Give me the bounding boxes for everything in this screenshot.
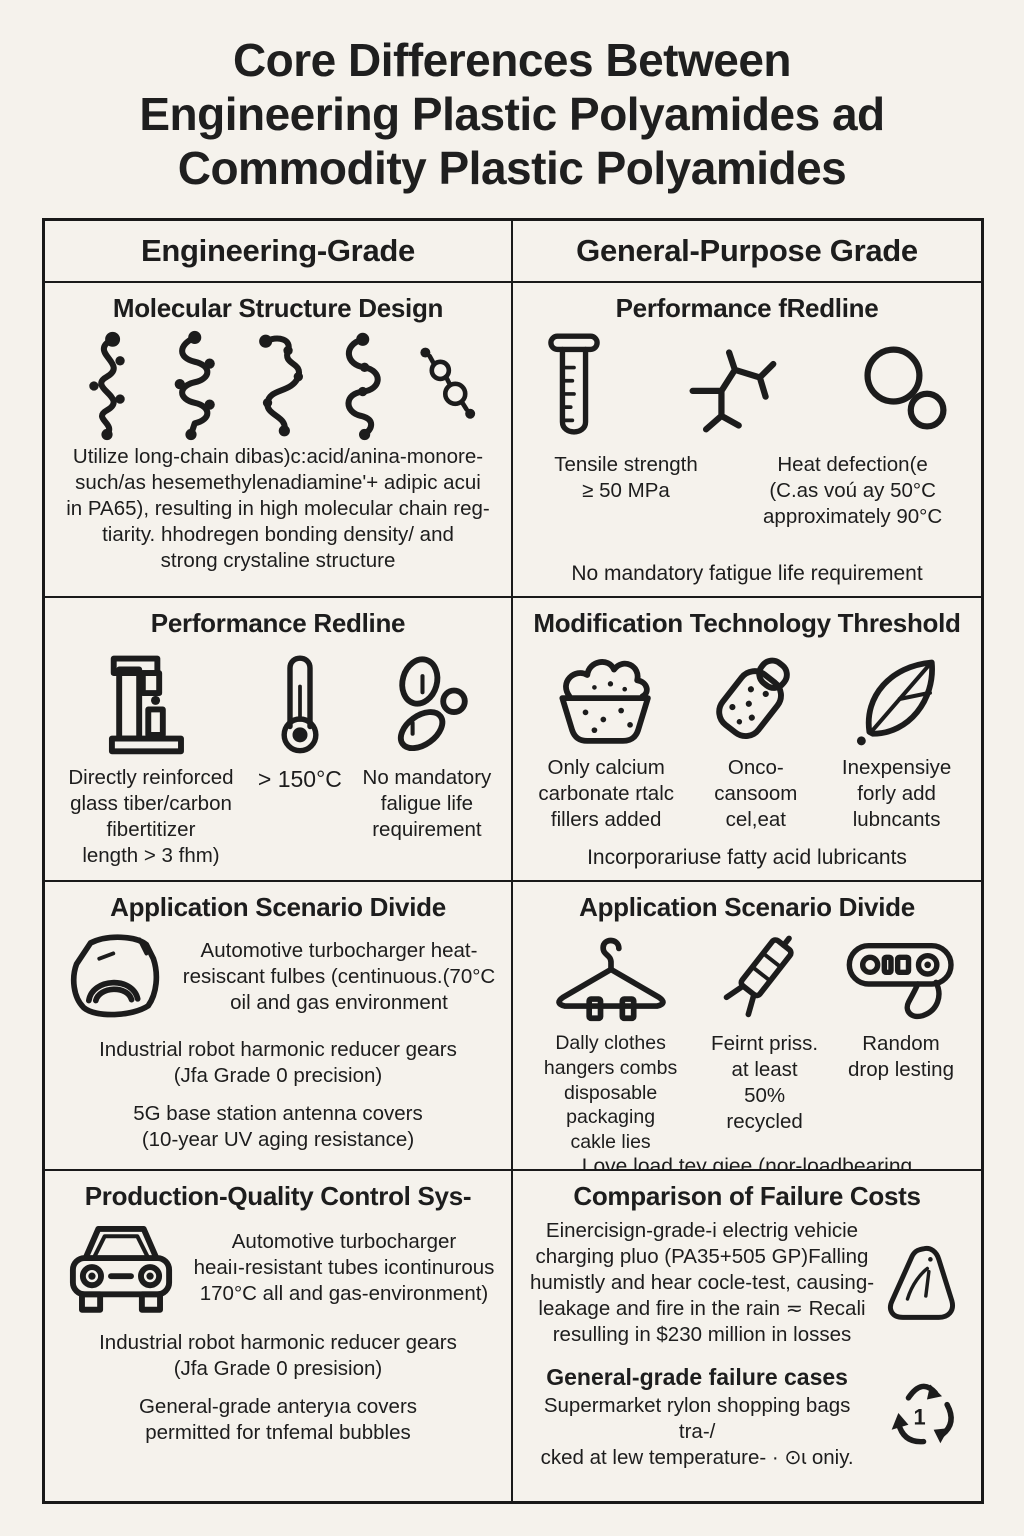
column-header-general-purpose: General-Purpose Grade: [513, 221, 981, 283]
clothes-hangers-text: Dally clothes hangers combs disposable p…: [543, 1032, 678, 1153]
section-heading: Application Scenario Divide: [579, 892, 915, 922]
column-header-engineering: Engineering-Grade: [45, 221, 513, 283]
calcium-filler-text: Only calcium carbonate rtalc fillers add…: [538, 756, 674, 832]
cell-failure-costs: Comparison of Failure Costs Einercisign-…: [513, 1171, 981, 1501]
antenna-bubbles-text: General-grade anteryıa covers permitted …: [138, 1395, 418, 1445]
turbocharger-tubes-text: Automotive turbocharger heaiı-resistant …: [193, 1229, 495, 1306]
molecule-chain-icon: [89, 331, 125, 441]
cell-quality-control: Production-Quality Control Sys- Automoti…: [45, 1171, 513, 1501]
monomer-structure-icon: [689, 349, 777, 433]
lubricants-text: Inexpensiye forly add lubncants: [841, 756, 952, 832]
general-failure-subhead: General-grade failure cases: [546, 1364, 848, 1391]
molecular-structure-body: Utilize long-chain dibas)c:acid/anina-mo…: [66, 445, 490, 573]
talc-bag-icon: [716, 657, 790, 740]
section-heading: Performance Redline: [150, 608, 406, 638]
fatigue-note: No mandatory fatigue life requirement: [571, 562, 923, 585]
tensile-strength-text: Tensile strength ≥ 50 MPa: [554, 453, 698, 503]
cell-modification-threshold: Modification Technology Threshold On: [513, 598, 981, 882]
section-heading: Molecular Structure Design: [112, 293, 444, 323]
molecule-circles-icon: [864, 346, 947, 430]
temperature-text: > 150°C: [257, 766, 342, 792]
pellets-icon: [397, 656, 468, 752]
molecule-chain-icon: [259, 334, 303, 437]
cell-application-left: Application Scenario Divide Automotive t…: [45, 882, 513, 1171]
hanger-icon: [555, 937, 666, 1022]
shopping-bags-text: Supermarket rylon shopping bags tra-/ ck…: [540, 1394, 854, 1470]
car-panel-icon: [70, 934, 159, 1018]
drop-tester-icon: [846, 942, 954, 1020]
fatty-acid-note: Incorporariuse fatty acid lubricants: [587, 846, 907, 869]
filler-bowl-icon: [559, 659, 651, 744]
cell-molecular-structure: Molecular Structure Design: [45, 283, 513, 598]
column-header-general-label: General-Purpose Grade: [576, 233, 918, 268]
column-header-engineering-label: Engineering-Grade: [141, 233, 415, 268]
recycle-number: 1: [914, 1404, 926, 1429]
molecule-chain-icon: [420, 347, 476, 419]
molecule-chain-icons: [78, 330, 478, 442]
leaf-icon: [856, 659, 935, 746]
cell-application-right: Application Scenario Divide Dally clothe…: [513, 882, 981, 1171]
cell-performance-redline-right: Performance fRedline Tensile strength ≥ …: [513, 283, 981, 598]
recycled-text: Feirnt priss. at least 50% recycled: [711, 1032, 819, 1134]
drop-testing-text: Random drop lesting: [848, 1032, 954, 1082]
section-heading: Production-Quality Control Sys-: [84, 1181, 472, 1211]
robot-gears-text: Industrial robot harmonic reducer gears …: [99, 1038, 457, 1088]
antenna-covers-text: 5G base station antenna covers (10-year …: [133, 1102, 423, 1152]
thermometer-icon: [281, 655, 319, 754]
reinforced-fiber-text: Directly reinforced glass tiber/carbon f…: [68, 766, 234, 868]
page-title: Core Differences Between Engineering Pla…: [139, 34, 885, 194]
flask-warning-icon: [888, 1245, 956, 1320]
turbocharger-text: Automotive turbocharger heat- resiscant …: [182, 938, 496, 1015]
oncocansoom-text: Onco- cansoom cel,eat: [714, 756, 798, 832]
recycle-icon: 1: [891, 1383, 955, 1445]
section-heading: Comparison of Failure Costs: [573, 1181, 921, 1211]
ev-failure-text: Einercisign-grade-i electrig vehicie cha…: [529, 1219, 875, 1347]
cell-performance-redline-left: Performance Redline Directly reinfor: [45, 598, 513, 882]
heat-deflection-text: Heat defection(e (C.as voú ay 50°C appro…: [763, 453, 943, 529]
molecule-chain-icon: [174, 330, 215, 441]
section-heading: Application Scenario Divide: [110, 892, 446, 922]
molecule-chain-icon: [345, 332, 381, 441]
section-heading: Modification Technology Threshold: [533, 608, 961, 638]
robot-gears-text-2: Industrial robot harmonic reducer gears …: [99, 1331, 457, 1381]
no-fatigue-text: No mandatory faligue life requirement: [362, 766, 492, 842]
loadbearing-note: Love load tey giee (nor-loadbearing comp…: [581, 1154, 913, 1171]
car-icon: [69, 1226, 172, 1313]
fork-icon: [723, 935, 794, 1018]
comparison-table: Engineering-Grade General-Purpose Grade …: [42, 218, 984, 1504]
tensile-tester-icon: [108, 655, 184, 755]
section-heading: Performance fRedline: [615, 293, 879, 323]
test-tube-icon: [548, 333, 600, 435]
